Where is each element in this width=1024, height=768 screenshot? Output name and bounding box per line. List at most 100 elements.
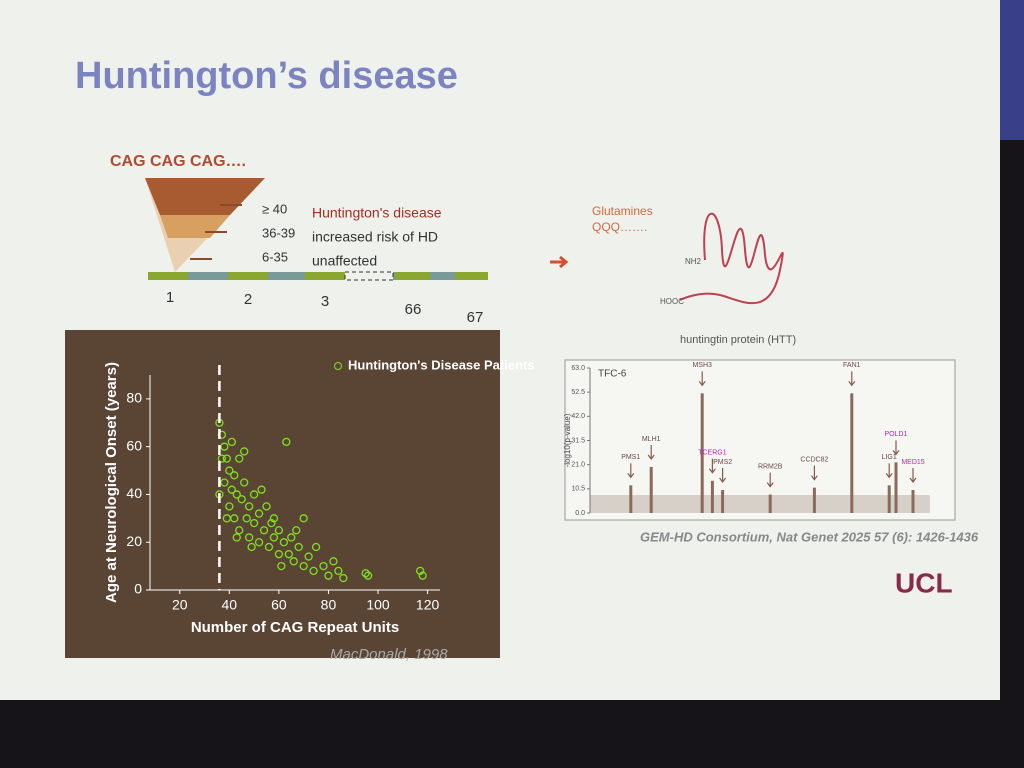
point (329, 557, 338, 566)
point (249, 490, 259, 499)
point (304, 552, 313, 561)
arrow (647, 444, 655, 460)
y-tick-label: 21.0 (571, 462, 585, 469)
gene-label: PMS2 (713, 459, 732, 466)
x-tick-label: 120 (416, 597, 440, 613)
exon (455, 272, 488, 280)
point (225, 502, 234, 511)
point (225, 466, 234, 475)
y-tick-label: 80 (126, 390, 142, 406)
point (324, 571, 333, 580)
point (247, 542, 256, 552)
point (292, 526, 301, 535)
point (299, 514, 308, 523)
legend-label: Huntington's Disease Patients (348, 357, 535, 372)
y-tick-label: 0 (134, 581, 142, 597)
exon (228, 272, 268, 280)
x-tick-label: 60 (271, 597, 287, 613)
point (334, 566, 343, 576)
peak (894, 462, 898, 513)
point (309, 566, 318, 576)
logo: UCL (895, 567, 953, 598)
point (274, 526, 284, 535)
point (299, 561, 308, 571)
y-axis-label: Age at Neurological Onset (years) (103, 362, 120, 603)
peak (721, 489, 725, 513)
point (279, 538, 288, 547)
glutamines: QQQ……. (592, 220, 647, 234)
point (416, 566, 425, 576)
repeat-range: 36-39 (262, 225, 295, 240)
peak (710, 480, 714, 513)
gene-label: MLH1 (642, 436, 661, 443)
repeat-outcome: Huntington's disease (312, 205, 442, 221)
point (287, 533, 296, 542)
arrow (810, 465, 818, 481)
gene-label: MED15 (901, 459, 924, 466)
exon-label: 2 (244, 291, 252, 308)
protein-caption: huntingtin protein (HTT) (680, 334, 796, 346)
point (339, 573, 348, 583)
arrow (719, 467, 727, 483)
arrow (885, 463, 893, 479)
exon-label: 66 (405, 301, 422, 318)
point (232, 533, 241, 542)
point (240, 447, 249, 456)
gene-label: RRM2B (758, 463, 783, 470)
point (363, 571, 373, 580)
point (249, 518, 259, 528)
peak (850, 393, 854, 513)
y-tick-label: 31.5 (571, 437, 585, 444)
citation: GEM-HD Consortium, Nat Genet 2025 57 (6)… (640, 529, 979, 544)
point (264, 542, 274, 552)
arrow (848, 371, 856, 387)
gene-label: LIG1 (882, 454, 897, 461)
peak (649, 466, 653, 513)
point (222, 514, 231, 523)
arrow (892, 440, 900, 456)
legend-marker (334, 362, 342, 370)
gene-label: FAN1 (843, 362, 861, 369)
x-tick-label: 40 (222, 597, 238, 613)
peak (812, 487, 816, 513)
chart-title: TFC-6 (598, 369, 627, 380)
scatter-panel (65, 330, 500, 658)
point (282, 437, 291, 447)
x-tick-label: 20 (172, 597, 188, 613)
gene-label: TCERG1 (698, 450, 727, 457)
repeat-outcome: unaffected (312, 253, 377, 269)
point (284, 550, 293, 559)
exon (148, 272, 188, 280)
peak (629, 485, 633, 513)
gene-label: CCDC82 (800, 457, 828, 464)
repeat-range: 6-35 (262, 249, 288, 264)
point (244, 502, 254, 511)
y-tick-label: 20 (126, 533, 142, 549)
peak (768, 494, 772, 513)
arrow (909, 467, 917, 483)
gap (344, 271, 394, 281)
point (235, 454, 244, 463)
point (259, 526, 269, 535)
y-axis-label: -log10(p-value) (563, 413, 572, 467)
point (227, 485, 236, 494)
repeat-outcome: increased risk of HD (312, 229, 438, 245)
x-tick-label: 100 (366, 597, 390, 613)
exon-label: 67 (467, 309, 484, 326)
point (267, 518, 276, 528)
background-signal (590, 495, 930, 513)
protein (679, 212, 784, 305)
arrow (550, 255, 569, 269)
arrow (708, 458, 716, 474)
protein-end: HOOC (660, 297, 684, 306)
point (361, 569, 370, 578)
y-tick-label: 10.5 (571, 486, 585, 493)
point (232, 490, 241, 499)
exon (305, 272, 345, 280)
y-tick-label: 60 (126, 437, 142, 453)
point (274, 550, 284, 559)
point (227, 437, 236, 447)
peak (887, 485, 891, 513)
peak (911, 489, 915, 513)
